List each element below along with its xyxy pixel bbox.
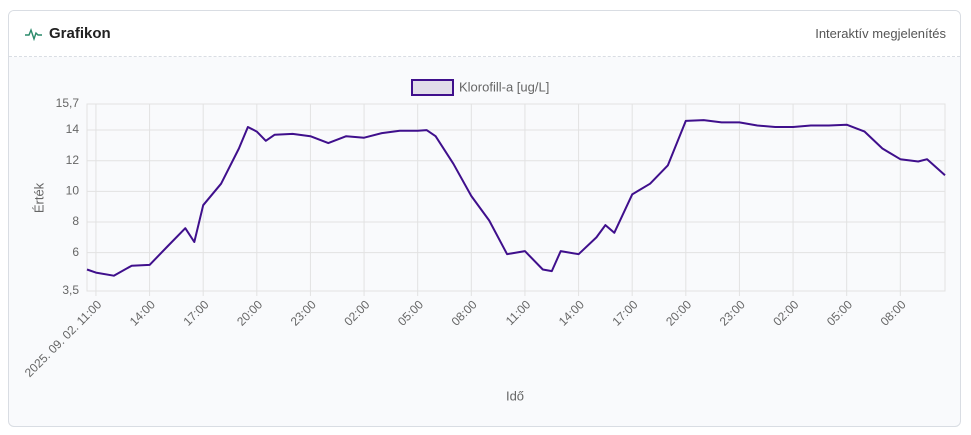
x-tick-label: 23:00: [288, 297, 319, 328]
x-axis-label: Idő: [506, 388, 524, 403]
x-tick-label: 17:00: [180, 297, 211, 328]
y-tick-label: 14: [66, 122, 80, 136]
x-tick-label: 05:00: [395, 297, 426, 328]
x-tick-label: 17:00: [609, 297, 640, 328]
x-tick-label: 02:00: [770, 297, 801, 328]
y-axis-label: Érték: [31, 182, 46, 213]
x-tick-label: 05:00: [824, 297, 855, 328]
x-tick-label: 23:00: [717, 297, 748, 328]
y-tick-label: 15,7: [56, 96, 80, 110]
y-tick-label: 8: [72, 214, 79, 228]
y-tick-label: 6: [72, 245, 79, 259]
x-tick-label: 14:00: [127, 297, 158, 328]
x-tick-label: 2025. 09. 02. 11:00: [22, 297, 105, 380]
y-tick-label: 10: [66, 184, 80, 198]
card-header: Grafikon Interaktív megjelenítés: [9, 11, 960, 57]
y-tick-label: 12: [66, 153, 80, 167]
legend-label: Klorofill-a [ug/L]: [459, 79, 549, 94]
y-tick-label: 3,5: [62, 283, 79, 297]
legend-swatch: [411, 79, 454, 96]
card-subtitle: Interaktív megjelenítés: [815, 26, 946, 41]
x-tick-label: 08:00: [878, 297, 909, 328]
x-tick-label: 11:00: [503, 297, 534, 328]
x-tick-label: 20:00: [234, 297, 265, 328]
plot-border: [86, 103, 946, 292]
card: Grafikon Interaktív megjelenítés: [8, 10, 961, 427]
pulse-icon: [25, 27, 42, 41]
x-tick-label: 14:00: [556, 297, 587, 328]
card-title: Grafikon: [25, 25, 111, 42]
x-tick-label: 02:00: [341, 297, 372, 328]
x-tick-label: 08:00: [449, 297, 480, 328]
x-tick-label: 20:00: [663, 297, 694, 328]
title-text: Grafikon: [49, 25, 111, 42]
data-line: [86, 119, 946, 277]
